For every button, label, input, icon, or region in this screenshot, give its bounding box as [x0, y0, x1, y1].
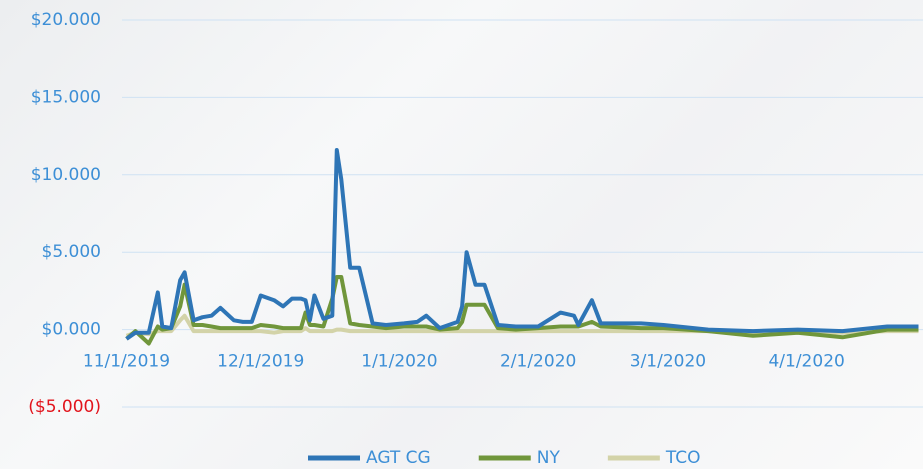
y-tick-label: $5.000: [42, 242, 101, 262]
x-tick-label: 4/1/2020: [768, 352, 844, 372]
x-tick-label: 3/1/2020: [630, 352, 706, 372]
x-tick-label: 11/1/2019: [83, 352, 170, 372]
y-tick-label: $0.000: [42, 320, 101, 340]
y-tick-label: ($5.000): [28, 397, 101, 417]
legend-label: TCO: [665, 448, 701, 468]
x-tick-label: 2/1/2020: [500, 352, 576, 372]
legend-label: NY: [537, 448, 561, 468]
series-line: [125, 148, 919, 341]
series-line: [125, 275, 919, 346]
x-tick-label: 12/1/2019: [217, 352, 304, 372]
series-line: [125, 313, 919, 338]
legend-label: AGT CG: [366, 448, 431, 468]
x-tick-label: 1/1/2020: [361, 352, 437, 372]
y-tick-label: $10.000: [31, 165, 101, 185]
y-tick-label: $15.000: [31, 87, 101, 107]
y-tick-label: $20.000: [31, 10, 101, 30]
